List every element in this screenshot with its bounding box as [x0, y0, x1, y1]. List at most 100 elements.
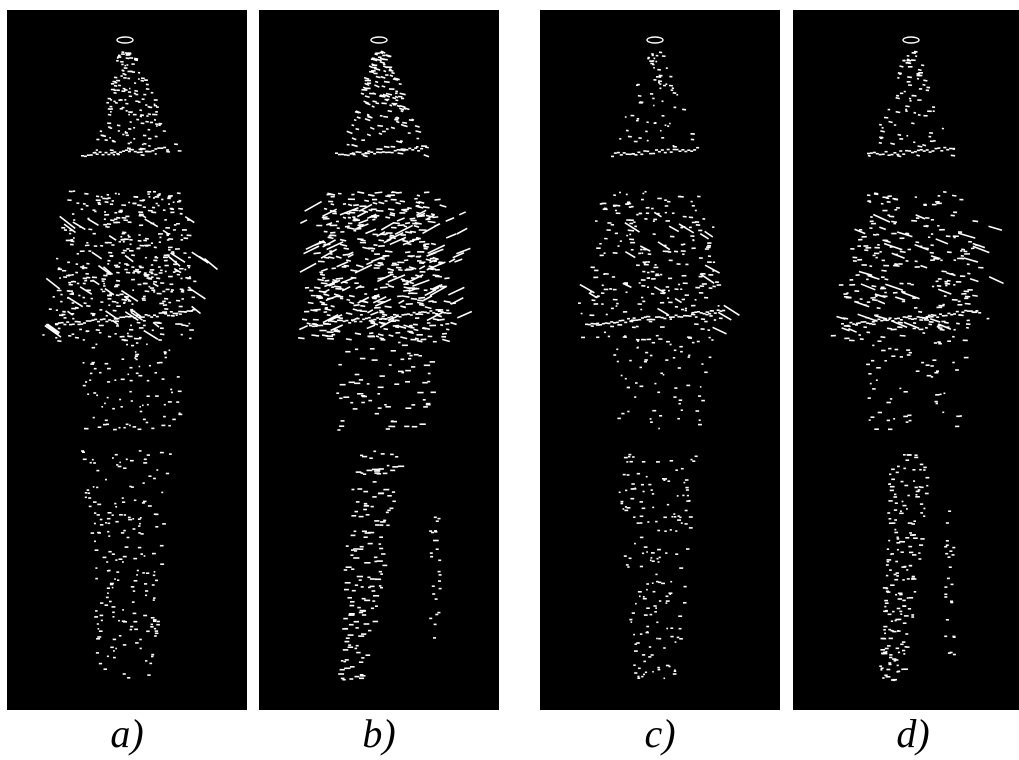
point: [104, 213, 110, 216]
point: [96, 638, 101, 640]
point: [432, 286, 440, 292]
point: [131, 601, 135, 603]
point: [902, 649, 906, 652]
point: [949, 147, 953, 150]
point: [650, 557, 653, 559]
point: [148, 196, 151, 198]
point: [899, 138, 904, 140]
point: [629, 233, 632, 236]
point: [97, 264, 112, 276]
point: [872, 344, 875, 347]
point: [664, 211, 668, 214]
point: [432, 300, 437, 303]
point: [169, 311, 173, 313]
point: [960, 249, 963, 252]
point: [84, 496, 87, 499]
point: [129, 485, 132, 488]
point: [373, 216, 378, 219]
point: [178, 207, 183, 210]
point: [897, 630, 901, 632]
point: [631, 326, 636, 329]
point: [963, 257, 979, 263]
point: [390, 420, 397, 423]
point: [109, 583, 114, 586]
point: [708, 273, 714, 276]
point: [927, 236, 931, 239]
point: [882, 677, 885, 679]
point: [91, 251, 103, 260]
point: [119, 293, 124, 296]
point: [912, 94, 917, 97]
point: [935, 402, 938, 405]
point: [383, 145, 390, 149]
point: [936, 285, 942, 288]
point: [945, 552, 949, 555]
point: [643, 150, 647, 152]
point: [445, 233, 457, 239]
point: [158, 241, 162, 244]
point: [963, 356, 969, 359]
point: [372, 496, 377, 498]
point: [907, 76, 912, 79]
point: [590, 325, 594, 327]
point: [128, 148, 131, 151]
point: [452, 252, 465, 259]
point: [395, 90, 399, 93]
point: [335, 255, 342, 259]
point: [407, 292, 414, 295]
point: [625, 489, 628, 492]
point: [134, 628, 138, 631]
point: [398, 325, 407, 329]
point: [363, 623, 370, 625]
point: [651, 341, 656, 344]
point: [423, 191, 430, 194]
point: [624, 335, 627, 337]
point: [964, 297, 969, 300]
point: [320, 282, 328, 285]
point: [625, 291, 628, 294]
point: [663, 516, 667, 519]
point: [96, 514, 100, 516]
point: [680, 226, 684, 229]
point: [145, 244, 148, 247]
point: [347, 216, 351, 219]
point: [646, 551, 648, 553]
point: [915, 496, 920, 498]
point: [118, 635, 122, 637]
point: [133, 317, 137, 319]
point: [678, 150, 682, 152]
point: [137, 101, 141, 103]
point: [116, 271, 120, 274]
point: [138, 365, 141, 368]
point: [144, 273, 150, 276]
point: [599, 203, 603, 205]
point: [135, 358, 138, 361]
point: [635, 382, 638, 384]
point: [928, 320, 934, 323]
point: [371, 105, 375, 108]
point: [646, 631, 649, 633]
point: [614, 209, 618, 212]
point: [136, 574, 138, 576]
point: [613, 354, 617, 356]
point: [63, 323, 67, 326]
point: [317, 324, 321, 327]
point: [432, 284, 441, 290]
point: [328, 256, 335, 260]
point: [886, 548, 890, 550]
point: [896, 548, 899, 551]
point: [121, 106, 125, 109]
point: [179, 267, 184, 270]
point: [888, 318, 891, 321]
point: [882, 209, 888, 212]
point: [414, 125, 420, 128]
point: [867, 154, 871, 157]
point: [640, 279, 646, 281]
point: [948, 510, 952, 512]
point: [301, 318, 308, 321]
point: [145, 120, 149, 123]
point: [122, 240, 125, 243]
point: [400, 336, 408, 340]
point: [674, 288, 679, 291]
point: [630, 488, 634, 490]
